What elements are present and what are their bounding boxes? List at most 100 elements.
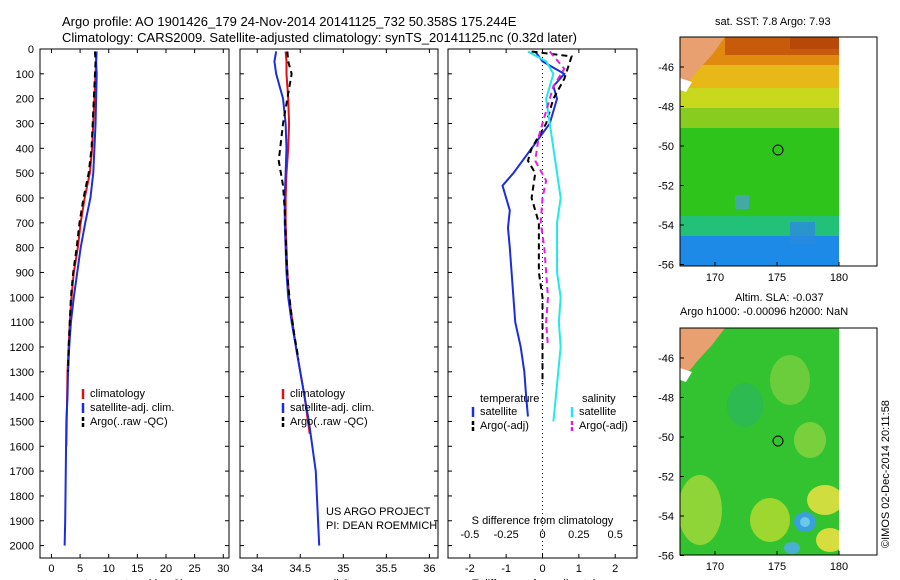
map-x-tick-label: 170: [706, 272, 724, 284]
map-y-tick-label: -48: [658, 102, 674, 114]
sst-map-axes: 170 175 180 -46 -48 -50 -52 -54 -56: [658, 62, 848, 284]
y-tick-label: 700: [16, 218, 34, 230]
x-axis-label: salinity: [322, 578, 356, 580]
series-line-black: [526, 50, 573, 385]
y-tick-label: 1500: [10, 416, 34, 428]
x-tick-label: 35.5: [376, 563, 397, 575]
x-tick-label: 25: [189, 563, 201, 575]
x-axis-label: temperature (deg C): [85, 578, 184, 580]
y-tick-label: 1300: [10, 367, 34, 379]
map-x-tick-label: 180: [830, 561, 848, 573]
salinity-tick-label: 0.5: [608, 529, 623, 541]
x-tick-label: 34: [251, 563, 263, 575]
x-axis-label: T difference from climatology: [472, 578, 613, 580]
map-y-tick-label: -56: [658, 551, 674, 563]
map-y-tick-label: -54: [658, 511, 674, 523]
y-tick-label: 1400: [10, 392, 34, 404]
legend-label: satellite-adj. clim.: [290, 402, 374, 414]
x-tick-label: 5: [77, 563, 83, 575]
y-tick-label: 0: [28, 44, 34, 56]
sla-map: Altim. SLA: -0.037 Argo h1000: -0.00096 …: [658, 292, 878, 573]
argo-position-marker: [772, 435, 784, 447]
series-line-cyan: [527, 50, 562, 422]
plot-frame: [239, 48, 439, 559]
map-y-tick-label: -56: [658, 260, 674, 272]
map-y-tick-label: -46: [658, 353, 674, 365]
top-axis-label: S difference from climatology: [472, 515, 614, 527]
sla-map-field: [680, 328, 839, 555]
argo-position-marker: [772, 144, 784, 156]
y-tick-label: 200: [16, 94, 34, 106]
y-tick-label: 600: [16, 193, 34, 205]
y-tick-label: 500: [16, 168, 34, 180]
imos-credit: ©IMOS 02-Dec-2014 20:11:58: [880, 400, 892, 548]
map-y-tick-label: -54: [658, 220, 674, 232]
map-y-tick-label: -48: [658, 393, 674, 405]
y-tick-label: 100: [16, 69, 34, 81]
sla-map-title-line2: Argo h1000: -0.00096 h2000: NaN: [680, 306, 848, 318]
legend-heading: temperature: [480, 393, 539, 405]
x-tick-label: 35: [337, 563, 349, 575]
legend-label: satellite-adj. clim.: [90, 402, 174, 414]
map-y-tick-label: -50: [658, 141, 674, 153]
map-x-tick-label: 170: [706, 561, 724, 573]
figure-title-line1: Argo profile: AO 1901426_179 24-Nov-2014…: [62, 14, 517, 29]
y-tick-label: 1000: [10, 292, 34, 304]
x-tick-label: 15: [131, 563, 143, 575]
x-tick-label: 10: [103, 563, 115, 575]
y-tick-label: 1600: [10, 441, 34, 453]
x-tick-label: 34.5: [290, 563, 311, 575]
sst-map-field: [680, 37, 839, 266]
x-tick-label: -1: [501, 563, 511, 575]
y-tick-label: 300: [16, 118, 34, 130]
legend-label: Argo(..raw -QC): [90, 416, 168, 428]
legend-label: climatology: [90, 388, 146, 400]
map-y-tick-label: -52: [658, 181, 674, 193]
project-annotation: US ARGO PROJECT: [326, 506, 431, 518]
legend-label: Argo(-adj): [579, 420, 628, 432]
y-tick-label: 1700: [10, 466, 34, 478]
salinity-tick-label: -0.5: [460, 529, 479, 541]
y-tick-label: 1900: [10, 516, 34, 528]
legend-label: climatology: [290, 388, 346, 400]
sst-map-frame: [679, 36, 878, 267]
salinity-tick-label: 0: [539, 529, 545, 541]
map-y-tick-label: -52: [658, 472, 674, 484]
plot-frame: [39, 48, 230, 559]
salinity-tick-label: -0.25: [494, 529, 519, 541]
temperature-panel: 0 5 10 15 20 25 300100200300400500600700800900…: [10, 44, 230, 580]
x-tick-label: 1: [576, 563, 582, 575]
map-x-tick-label: 175: [768, 272, 786, 284]
legend-label: Argo(-adj): [480, 420, 529, 432]
difference-panel: -2 -1 0 1 2 T difference from climatology S di…: [447, 48, 638, 580]
sst-map: sat. SST: 7.8 Argo: 7.93 170 175 180 -46 -48…: [658, 16, 878, 284]
salinity-panel: 34 34.5 35 35.5 36 salinity climatology satelli…: [239, 48, 439, 580]
y-tick-label: 1100: [10, 317, 34, 329]
y-tick-label: 800: [16, 243, 34, 255]
x-tick-label: 0: [48, 563, 54, 575]
map-y-tick-label: -50: [658, 432, 674, 444]
map-x-tick-label: 180: [830, 272, 848, 284]
x-tick-label: 0: [539, 563, 545, 575]
y-tick-label: 400: [16, 143, 34, 155]
salinity-tick-label: 0.25: [568, 529, 589, 541]
y-tick-label: 1800: [10, 491, 34, 503]
series-line-magenta: [534, 50, 566, 348]
series-line-blue: [63, 51, 98, 546]
x-tick-label: 20: [160, 563, 172, 575]
figure-title-line2: Climatology: CARS2009. Satellite-adjuste…: [62, 30, 577, 45]
x-tick-label: -2: [465, 563, 475, 575]
sla-map-title-line1: Altim. SLA: -0.037: [735, 292, 824, 304]
map-x-tick-label: 175: [768, 561, 786, 573]
pi-annotation: PI: DEAN ROEMMICH: [326, 520, 437, 532]
map-y-tick-label: -46: [658, 62, 674, 74]
y-tick-label: 900: [16, 267, 34, 279]
y-tick-label: 2000: [10, 541, 34, 553]
y-tick-label: 1200: [10, 342, 34, 354]
sst-map-title: sat. SST: 7.8 Argo: 7.93: [715, 16, 831, 28]
legend-label: satellite: [579, 406, 616, 418]
land-mass: [680, 37, 725, 88]
series-line-black: [67, 51, 97, 372]
sla-map-frame: [679, 327, 878, 556]
